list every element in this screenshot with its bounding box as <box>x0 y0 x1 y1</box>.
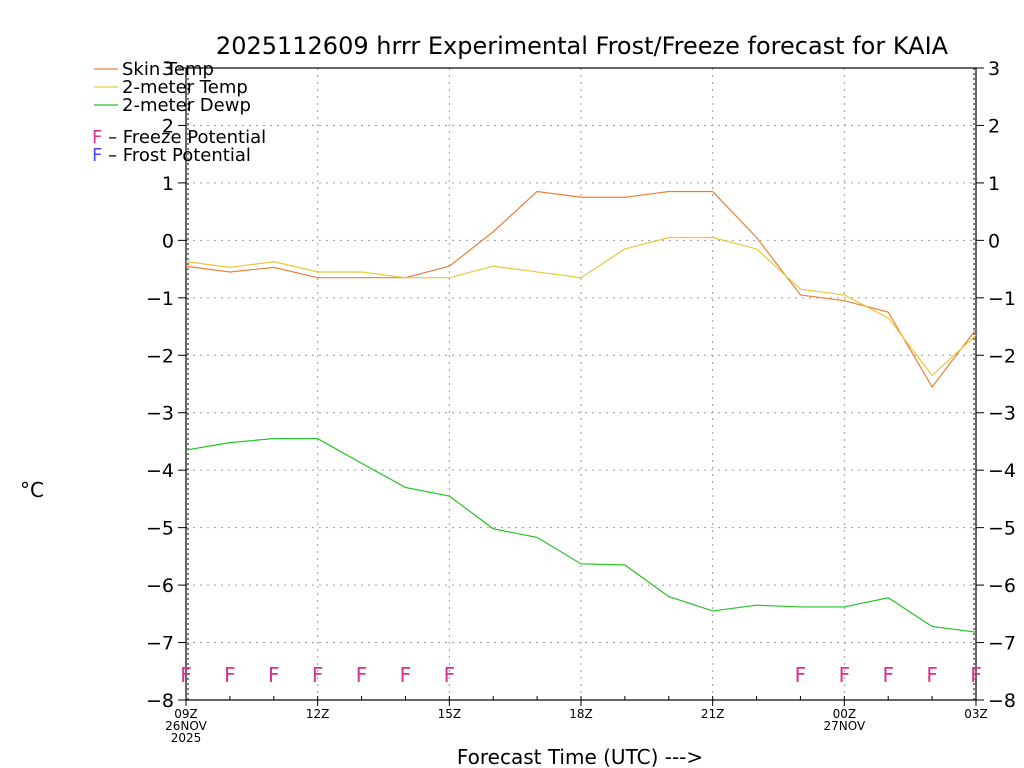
axes: 3 3 2 2 1 1 0 0 −1 −1 −2 −2 −3 −3 −4 −4 −5 −5 −6 −6 −7 −7 −8 −8… <box>146 58 1016 745</box>
freeze-flag-marker: F <box>882 663 894 687</box>
flag-legend-marker: F <box>92 127 102 148</box>
y-tick-label-right: −7 <box>988 633 1016 655</box>
y-tick-label-right: 0 <box>988 230 1000 252</box>
x-tick-label: 27NOV <box>823 719 865 733</box>
x-tick-label: 00Z <box>833 707 857 721</box>
legend-label: 2-meter Dewp <box>122 95 251 116</box>
y-tick-label-left: 3 <box>162 58 174 80</box>
freeze-flag-marker: F <box>224 663 236 687</box>
y-tick-label-right: −6 <box>988 575 1016 597</box>
x-axis-label: Forecast Time (UTC) ---> <box>457 745 703 768</box>
grid-lines <box>186 68 976 700</box>
freeze-flag-marker: F <box>839 663 851 687</box>
series-line-2-meter-dewp <box>185 437 977 633</box>
y-tick-label-right: 3 <box>988 58 1000 80</box>
y-tick-label-left: 1 <box>162 173 174 195</box>
y-tick-label-left: 0 <box>162 230 174 252</box>
legend-label: Skin Temp <box>122 59 214 80</box>
freeze-flag-marker: F <box>356 663 368 687</box>
freeze-flag-marker: F <box>180 663 192 687</box>
freeze-flag-marker: F <box>400 663 412 687</box>
y-tick-label-left: −7 <box>146 633 174 655</box>
legend-label: 2-meter Temp <box>122 77 248 98</box>
y-tick-label-right: −5 <box>988 518 1016 540</box>
freeze-flag-marker: F <box>444 663 456 687</box>
y-tick-label-left: −6 <box>146 575 174 597</box>
x-tick-label: 18Z <box>569 707 593 721</box>
y-tick-label-right: −1 <box>988 288 1016 310</box>
y-axis-label: °C <box>20 478 44 502</box>
series-line-2-meter-temp <box>185 236 977 377</box>
x-tick-label: 09Z <box>174 707 198 721</box>
chart-title: 2025112609 hrrr Experimental Frost/Freez… <box>216 32 949 60</box>
freeze-flag-marker: F <box>312 663 324 687</box>
x-tick-label: 03Z <box>964 707 988 721</box>
freeze-flag-marker: F <box>926 663 938 687</box>
y-tick-label-right: −8 <box>988 690 1016 712</box>
freeze-flag-marker: F <box>970 663 982 687</box>
y-tick-label-left: −2 <box>146 345 174 367</box>
x-tick-label: 2025 <box>171 731 202 745</box>
series-line-skin-temp <box>185 190 977 388</box>
freeze-flag-marker: F <box>268 663 280 687</box>
y-tick-label-left: −8 <box>146 690 174 712</box>
flag-legend-label: – Freeze Potential <box>102 127 266 148</box>
x-tick-label: 26NOV <box>165 719 207 733</box>
y-tick-label-left: −3 <box>146 403 174 425</box>
x-tick-label: 12Z <box>306 707 330 721</box>
freeze-flag-marker: F <box>795 663 807 687</box>
y-tick-label-left: −5 <box>146 518 174 540</box>
flag-legend-item: F – Freeze Potential <box>92 127 266 148</box>
flag-legend-item: F – Frost Potential <box>92 145 251 166</box>
y-tick-label-right: −3 <box>988 403 1016 425</box>
y-tick-label-right: 1 <box>988 173 1000 195</box>
y-tick-label-left: −1 <box>146 288 174 310</box>
y-tick-label-right: 2 <box>988 115 1000 137</box>
x-tick-label: 15Z <box>438 707 462 721</box>
flag-legend-marker: F <box>92 145 102 166</box>
y-tick-label-right: −4 <box>988 460 1016 482</box>
y-tick-label-left: 2 <box>162 115 174 137</box>
series-layer <box>185 190 977 633</box>
y-tick-label-right: −2 <box>988 345 1016 367</box>
flag-legend-label: – Frost Potential <box>102 145 251 166</box>
y-tick-label-left: −4 <box>146 460 174 482</box>
x-tick-label: 21Z <box>701 707 725 721</box>
